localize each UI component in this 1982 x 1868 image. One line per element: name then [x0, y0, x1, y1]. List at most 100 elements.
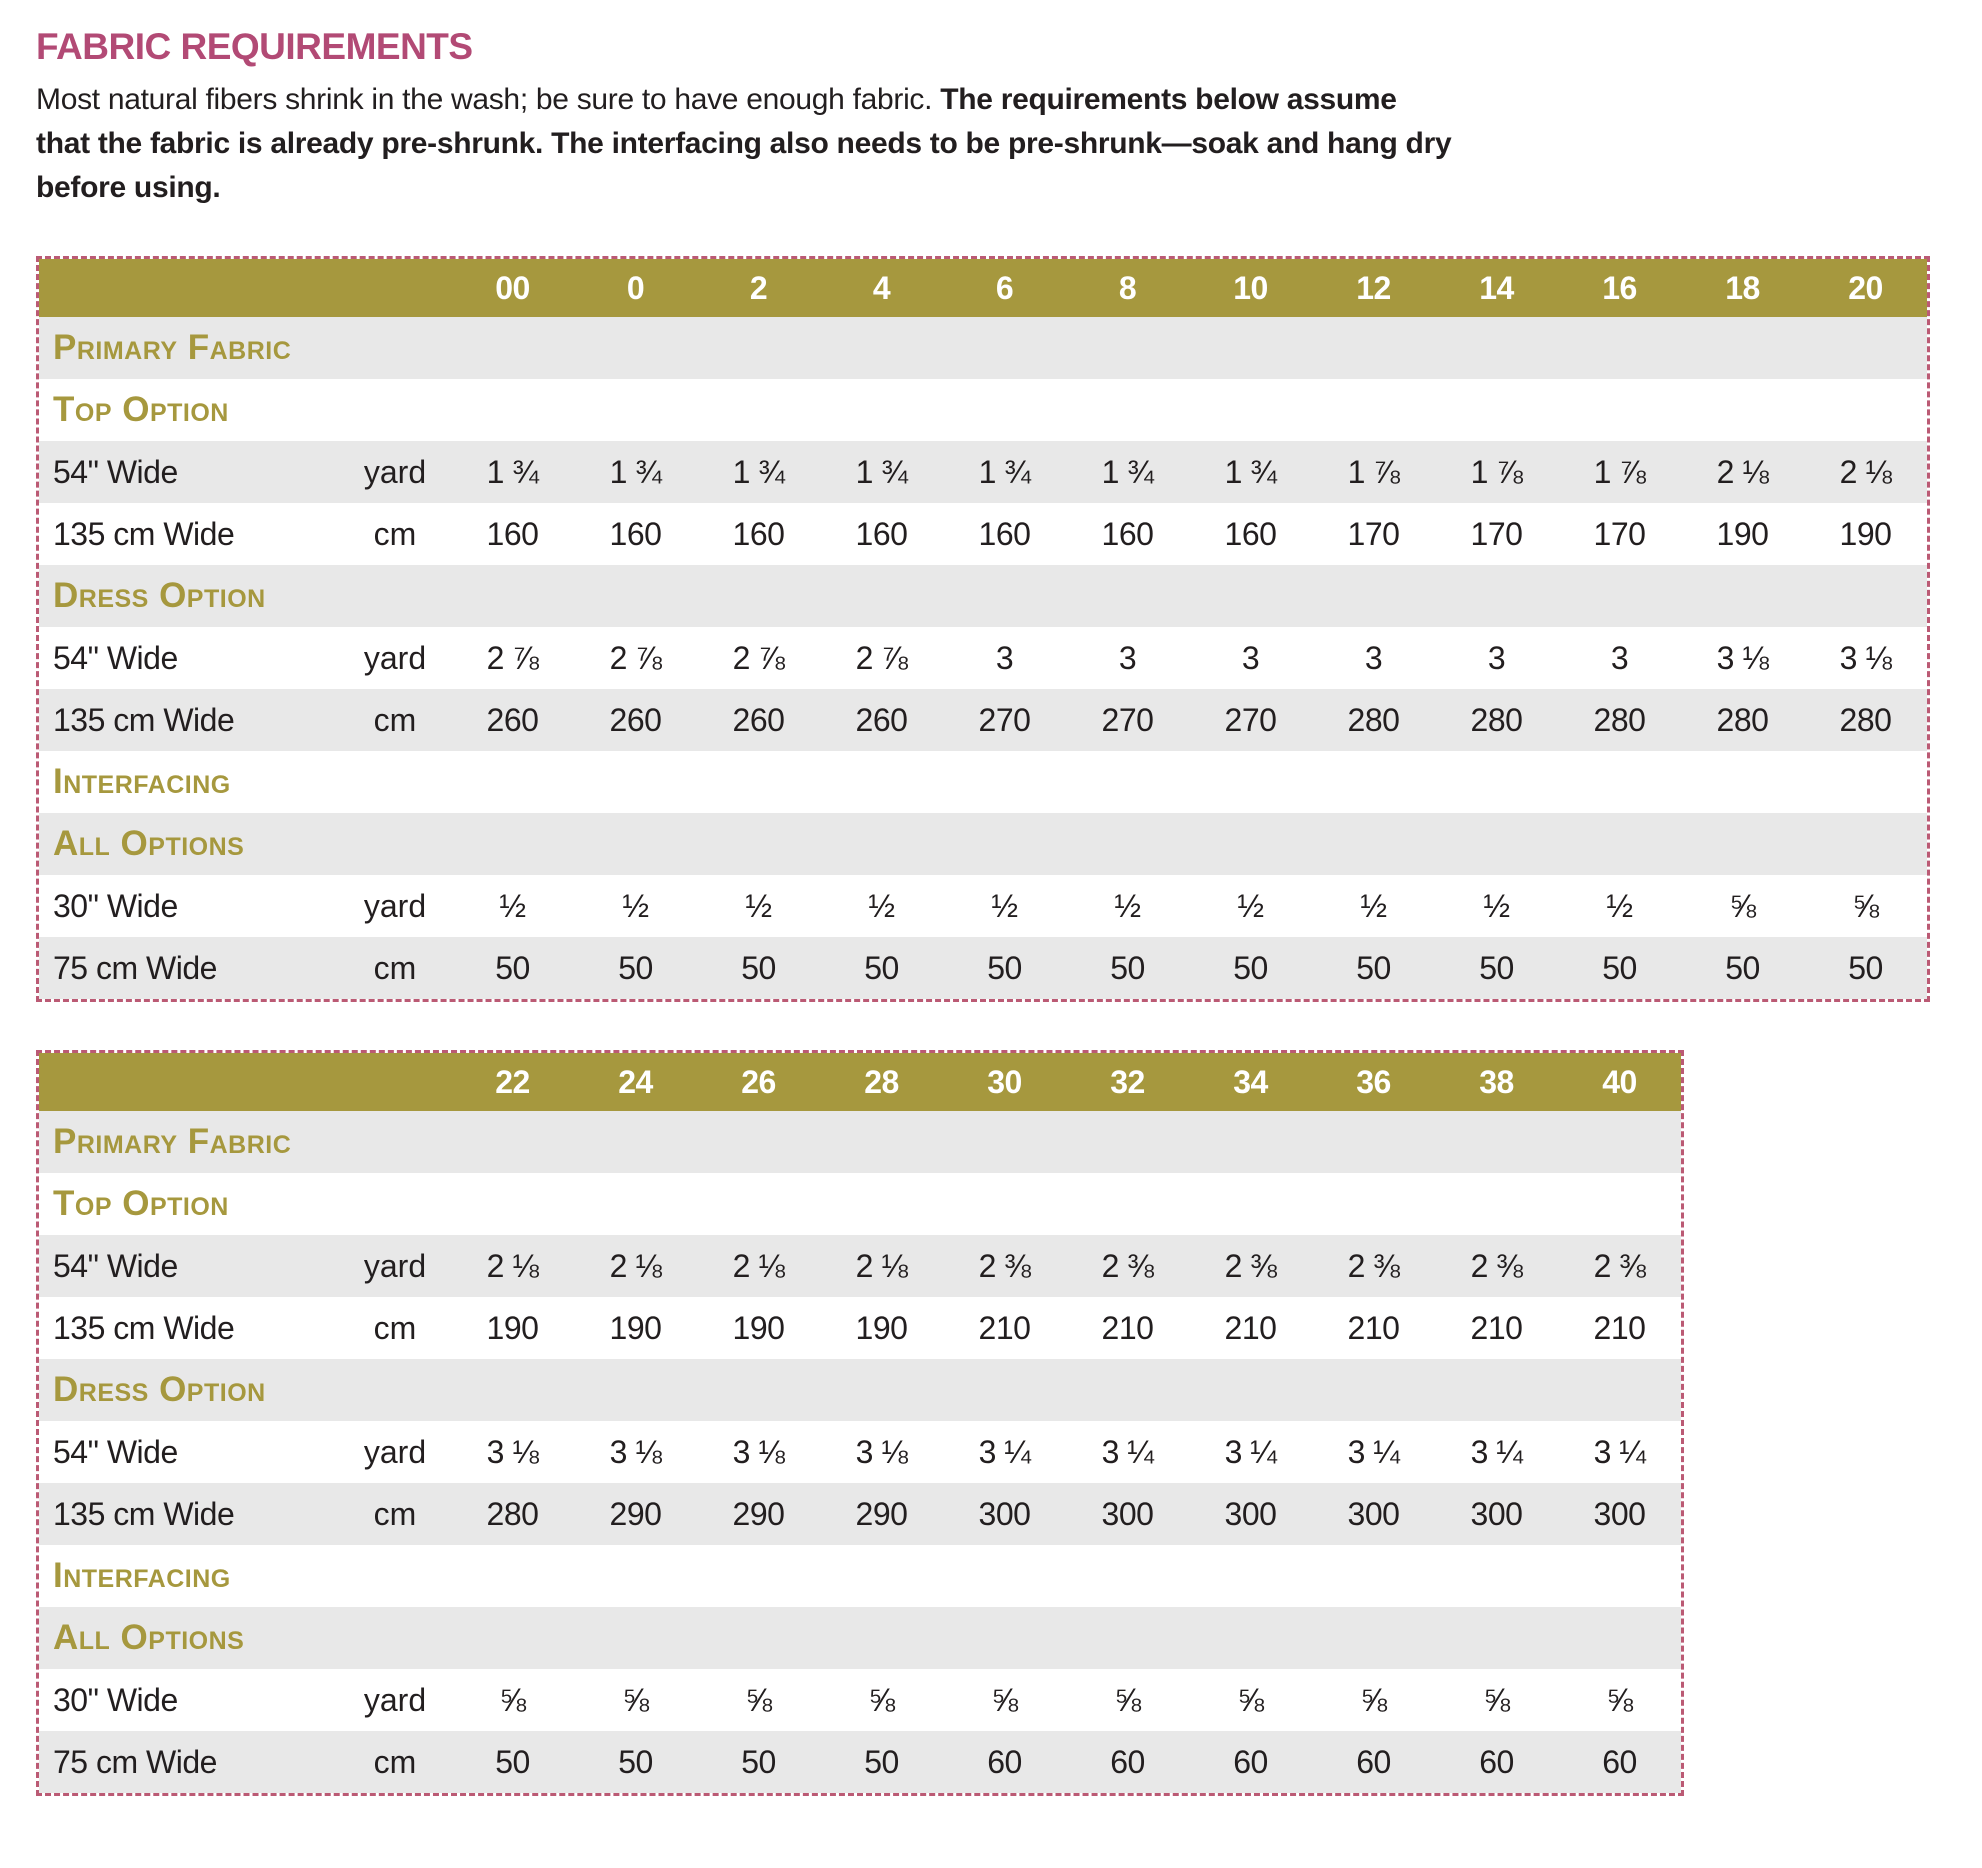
section-row: Top Option: [39, 1173, 1681, 1235]
size-header-row: 22 24 26 28 30 32 34 36 38 40: [39, 1053, 1681, 1111]
value-cell: 50: [1602, 949, 1637, 986]
row-label: 135 cm Wide: [53, 1495, 235, 1532]
value-cell: 50: [1725, 949, 1760, 986]
value-cell: 60: [1479, 1743, 1514, 1780]
section-row: Interfacing: [39, 751, 1927, 813]
fabric-table-sizes-22-to-40: 22 24 26 28 30 32 34 36 38 40 Primary Fabric Top Op…: [36, 1050, 1684, 1796]
value-cell: 2 ⅞: [855, 639, 908, 676]
section-label: All Options: [53, 824, 245, 863]
value-cell: 2 ⅞: [486, 639, 539, 676]
value-cell: ½: [1483, 887, 1510, 924]
value-cell: 270: [1101, 701, 1154, 738]
value-cell: 50: [864, 1743, 899, 1780]
value-cell: 210: [1593, 1309, 1646, 1346]
value-cell: 3: [1241, 639, 1260, 676]
section-row: Top Option: [39, 379, 1927, 441]
size-column-header: 30: [987, 1063, 1022, 1100]
value-cell: 2 ⅜: [1101, 1247, 1154, 1284]
value-cell: 300: [1101, 1495, 1154, 1532]
row-unit: yard: [363, 1433, 427, 1470]
value-cell: ½: [991, 887, 1018, 924]
value-cell: 1 ¾: [609, 453, 662, 490]
row-label: 54" Wide: [53, 453, 178, 490]
data-row: 135 cm Wide cm 160 160 160 160 160 160 160 170 170…: [39, 503, 1927, 565]
value-cell: 50: [1479, 949, 1514, 986]
value-cell: 60: [1110, 1743, 1145, 1780]
value-cell: 3 ⅛: [732, 1433, 785, 1470]
value-cell: 210: [1470, 1309, 1523, 1346]
value-cell: 280: [1347, 701, 1400, 738]
section-label: Top Option: [53, 1184, 229, 1223]
value-cell: 280: [1470, 701, 1523, 738]
section-label: Interfacing: [53, 1556, 231, 1595]
value-cell: 300: [978, 1495, 1031, 1532]
value-cell: 3: [1118, 639, 1137, 676]
section-label: Top Option: [53, 390, 229, 429]
value-cell: 60: [1233, 1743, 1268, 1780]
value-cell: 50: [1848, 949, 1883, 986]
value-cell: 1 ⅞: [1470, 453, 1523, 490]
value-cell: 50: [1356, 949, 1391, 986]
value-cell: 1 ⅞: [1593, 453, 1646, 490]
value-cell: 190: [855, 1309, 908, 1346]
value-cell: 260: [609, 701, 662, 738]
row-unit: yard: [363, 1247, 427, 1284]
size-header-row: 00 0 2 4 6 8 10 12 14 16 18 20: [39, 259, 1927, 317]
value-cell: 1 ¾: [1224, 453, 1277, 490]
value-cell: 190: [1839, 515, 1892, 552]
value-cell: 50: [618, 949, 653, 986]
row-label: 54" Wide: [53, 1247, 178, 1284]
data-row: 30" Wide yard ⅝ ⅝ ⅝ ⅝ ⅝ ⅝ ⅝ ⅝ ⅝ ⅝: [39, 1669, 1681, 1731]
value-cell: ⅝: [1483, 1681, 1510, 1718]
row-label: 75 cm Wide: [53, 1743, 217, 1780]
data-row: 54" Wide yard 1 ¾ 1 ¾ 1 ¾ 1 ¾ 1 ¾ 1 ¾ 1 ¾ 1 ⅞ 1 ⅞ 1…: [39, 441, 1927, 503]
row-unit: cm: [373, 515, 417, 552]
value-cell: 210: [978, 1309, 1031, 1346]
value-cell: ⅝: [499, 1681, 526, 1718]
row-label: 30" Wide: [53, 887, 178, 924]
value-cell: 160: [1224, 515, 1277, 552]
value-cell: ⅝: [1852, 887, 1879, 924]
value-cell: 290: [732, 1495, 785, 1532]
value-cell: 210: [1347, 1309, 1400, 1346]
value-cell: 2 ⅜: [1224, 1247, 1277, 1284]
value-cell: ⅝: [1114, 1681, 1141, 1718]
section-row: Dress Option: [39, 565, 1927, 627]
value-cell: 3: [1610, 639, 1629, 676]
section-label: Dress Option: [53, 1370, 266, 1409]
value-cell: ⅝: [622, 1681, 649, 1718]
page: FABRIC REQUIREMENTS Most natural fibers …: [36, 26, 1930, 1796]
value-cell: 3 ¼: [1470, 1433, 1523, 1470]
size-column-header: 0: [626, 269, 645, 306]
value-cell: ½: [499, 887, 526, 924]
value-cell: 160: [1101, 515, 1154, 552]
value-cell: 2 ⅛: [1839, 453, 1892, 490]
value-cell: 290: [609, 1495, 662, 1532]
row-label: 135 cm Wide: [53, 1309, 235, 1346]
value-cell: 3 ¼: [1224, 1433, 1277, 1470]
row-unit: cm: [373, 701, 417, 738]
size-column-header: 14: [1479, 269, 1514, 306]
data-row: 75 cm Wide cm 50 50 50 50 50 50 50 50 50 50 50 50: [39, 937, 1927, 999]
size-column-header: 38: [1479, 1063, 1514, 1100]
size-column-header: 18: [1725, 269, 1760, 306]
value-cell: 1 ¾: [486, 453, 539, 490]
value-cell: 210: [1101, 1309, 1154, 1346]
value-cell: ½: [868, 887, 895, 924]
value-cell: 50: [1110, 949, 1145, 986]
value-cell: 270: [978, 701, 1031, 738]
value-cell: 300: [1347, 1495, 1400, 1532]
value-cell: ⅝: [745, 1681, 772, 1718]
row-label: 75 cm Wide: [53, 949, 217, 986]
value-cell: 190: [732, 1309, 785, 1346]
size-column-header: 26: [741, 1063, 776, 1100]
value-cell: 3 ¼: [1101, 1433, 1154, 1470]
value-cell: ⅝: [991, 1681, 1018, 1718]
value-cell: 60: [987, 1743, 1022, 1780]
value-cell: 2 ⅞: [609, 639, 662, 676]
value-cell: 1 ¾: [1101, 453, 1154, 490]
intro-line3-bold: before using.: [36, 171, 221, 204]
value-cell: ½: [1237, 887, 1264, 924]
size-column-header: 12: [1356, 269, 1391, 306]
row-unit: yard: [363, 639, 427, 676]
